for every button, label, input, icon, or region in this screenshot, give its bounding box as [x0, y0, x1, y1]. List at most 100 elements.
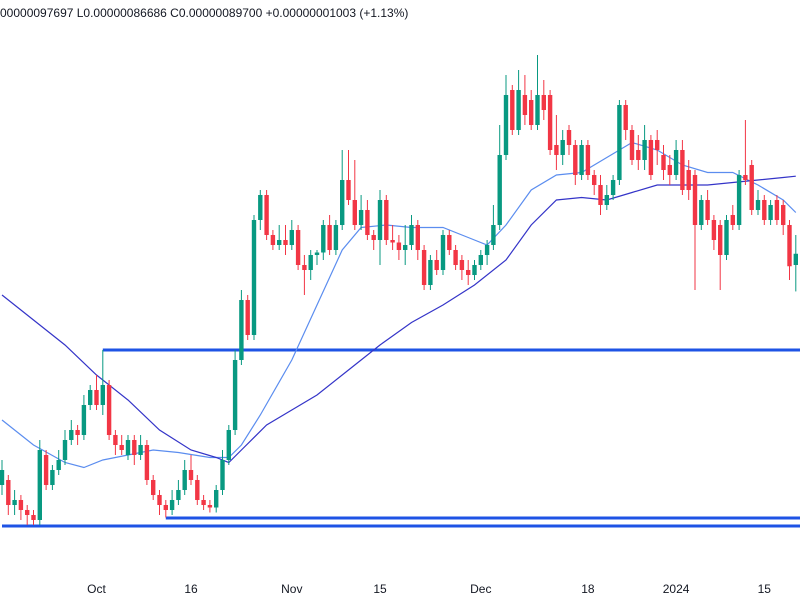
candle-body [295, 230, 301, 265]
x-tick-label: 15 [373, 582, 387, 596]
candle-body [642, 140, 647, 160]
candle-body [762, 200, 767, 220]
x-tick-label: Dec [470, 582, 491, 596]
x-tick-label: Nov [281, 582, 302, 596]
candle-body [547, 95, 553, 150]
candle-body [289, 230, 294, 245]
candle-body [636, 150, 641, 160]
candle-body [62, 440, 68, 460]
candle-body [755, 200, 761, 210]
candle-body [686, 170, 691, 190]
candle-body [220, 460, 225, 490]
candle-body [327, 225, 332, 250]
candle-body [94, 390, 99, 405]
candle-body [711, 220, 717, 240]
candle-body [188, 470, 194, 480]
candle-body [182, 470, 187, 490]
candle-body [245, 300, 250, 335]
candle-body [69, 430, 74, 440]
candle-body [12, 500, 17, 505]
candle-body [730, 215, 735, 225]
candle-body [277, 240, 282, 245]
candle-body [428, 260, 433, 285]
candle-body [522, 95, 528, 115]
candle-body [566, 130, 572, 145]
candle-body [390, 240, 395, 243]
candle-body [560, 140, 565, 155]
candle-body [333, 225, 339, 250]
candle-body [491, 225, 496, 245]
candle-body [673, 150, 679, 175]
candle-body [484, 245, 490, 255]
candle-body [302, 265, 307, 270]
candle-body [592, 175, 597, 185]
candle-body [516, 90, 521, 130]
candle-body [169, 500, 175, 510]
plot-area [0, 55, 800, 528]
candle-body [793, 253, 798, 265]
candle-body [214, 490, 219, 508]
candle-body [0, 470, 5, 485]
candle-body [321, 225, 326, 253]
candle-body [371, 235, 376, 240]
candle-body [37, 450, 42, 520]
candle-body [56, 460, 61, 470]
candle-body [648, 140, 654, 175]
candle-body [459, 260, 465, 270]
candle-body [251, 220, 257, 335]
candle-body [195, 480, 200, 500]
candle-body [699, 200, 704, 225]
candle-body [396, 242, 402, 250]
candle-body [119, 445, 124, 450]
candle-body [453, 250, 458, 265]
candle-body [6, 480, 11, 505]
x-tick-label: 16 [184, 582, 198, 596]
candle-body [415, 225, 420, 250]
candle-body [554, 145, 559, 155]
candle-body [617, 105, 622, 180]
candle-body [497, 155, 502, 225]
candle-body [705, 200, 710, 220]
candle-body [25, 510, 30, 515]
candle-body [43, 455, 49, 485]
candle-body [692, 175, 698, 225]
candle-body [529, 100, 534, 125]
candle-body [409, 225, 414, 245]
candle-body [535, 95, 540, 125]
candle-body [264, 195, 269, 235]
candle-body [157, 495, 162, 505]
candle-body [283, 240, 288, 245]
candle-body [163, 505, 168, 510]
candle-body [768, 205, 773, 220]
candle-body [239, 300, 244, 360]
candle-body [573, 145, 578, 175]
ohlc-header: 00000097697 L0.00000086686 C0.0000008970… [0, 6, 408, 20]
candle-body [377, 200, 383, 240]
candle-body [358, 210, 364, 225]
candle-body [201, 500, 206, 505]
candle-body [340, 180, 345, 225]
candle-body [749, 165, 754, 210]
candle-body [736, 175, 742, 225]
candle-body [125, 440, 131, 455]
candle-body [352, 200, 357, 225]
candle-body [232, 360, 238, 430]
candle-body [510, 90, 515, 130]
candle-body [598, 185, 603, 205]
candle-body [81, 405, 87, 435]
candle-body [314, 252, 320, 255]
candle-body [226, 430, 231, 460]
candle-body [100, 385, 105, 405]
candle-body [18, 500, 24, 510]
candle-body [743, 175, 748, 180]
candle-body [421, 250, 427, 285]
x-tick-label: 18 [581, 582, 595, 596]
candle-body [623, 105, 628, 130]
candle-body [176, 490, 181, 500]
candle-body [787, 225, 792, 267]
candle-body [151, 480, 156, 495]
candle-body [132, 440, 137, 455]
candle-body [680, 150, 685, 190]
candle-body [270, 235, 276, 245]
